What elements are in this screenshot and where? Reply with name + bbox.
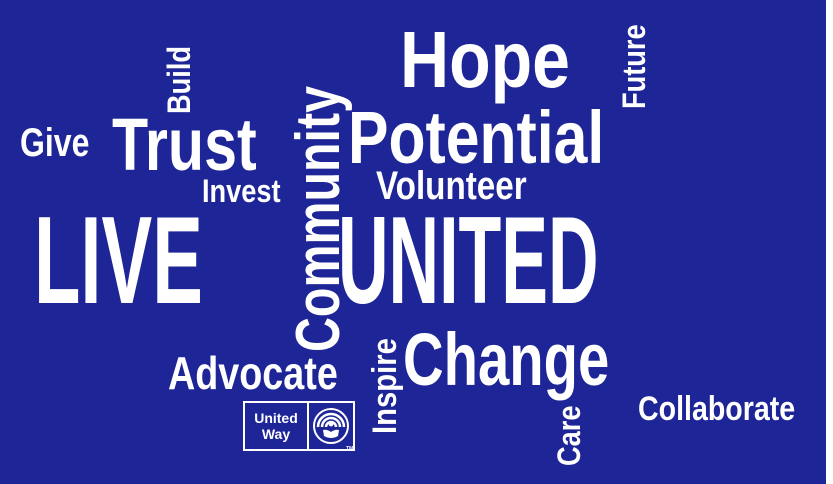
word-advocate: Advocate: [168, 347, 338, 399]
word-give: Give: [20, 121, 90, 165]
word-hope: Hope: [400, 15, 570, 104]
word-build: Build: [161, 46, 197, 115]
word-community: Community: [284, 86, 353, 352]
word-trust: Trust: [112, 103, 257, 186]
word-volunteer: Volunteer: [376, 164, 527, 208]
word-future: Future: [616, 24, 652, 109]
logo-wordmark: United Way: [245, 403, 309, 449]
word-invest: Invest: [202, 173, 281, 209]
word-potential: Potential: [348, 96, 605, 179]
trademark-mark: TM: [346, 446, 354, 452]
united-way-hand-rainbow-icon: [309, 403, 353, 449]
united-way-logo: United Way: [243, 401, 355, 451]
word-care: Care: [551, 405, 587, 466]
word-change: Change: [403, 318, 610, 401]
word-collaborate: Collaborate: [638, 390, 796, 428]
word-live: LIVE: [34, 191, 203, 331]
logo-line-1: United: [254, 410, 298, 426]
word-inspire: Inspire: [366, 338, 404, 434]
word-united: UNITED: [338, 191, 599, 331]
logo-line-2: Way: [261, 426, 291, 442]
